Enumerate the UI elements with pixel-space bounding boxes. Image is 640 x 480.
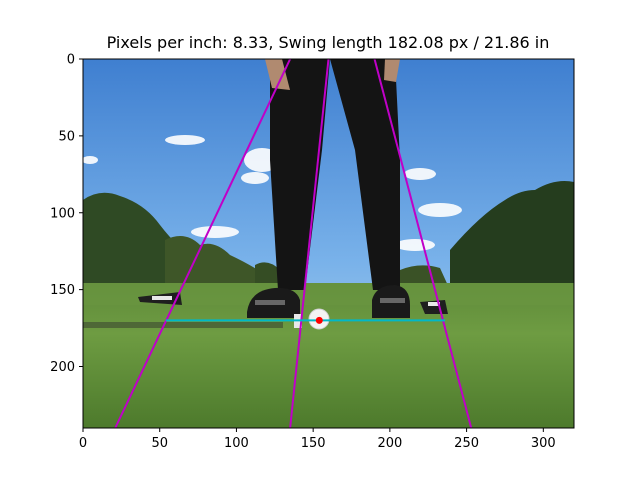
x-tick-label: 250 [454,436,479,451]
x-tick-label: 150 [301,436,326,451]
x-tick-label: 300 [531,436,556,451]
y-tick-label: 200 [50,360,75,375]
x-tick-label: 100 [224,436,249,451]
hands [265,59,290,90]
alignment-markers [83,292,448,328]
y-tick-label: 100 [50,206,75,221]
overlay-line-1 [114,59,292,428]
axes-frame [82,58,575,429]
ball-marker [315,316,323,324]
y-tick-label: 0 [67,53,75,68]
tree-line [83,181,574,290]
y-axis: 0 50 100 150 200 [50,53,83,375]
grass [83,283,574,428]
overlay-line-3 [373,59,473,428]
background-photo [83,59,574,428]
y-tick-label: 50 [58,129,75,144]
x-axis: 0 50 100 150 200 250 300 [79,428,556,451]
x-tick-label: 0 [79,436,87,451]
overlay-line-2 [289,59,330,428]
x-tick-label: 200 [377,436,402,451]
x-tick-label: 50 [151,436,168,451]
golfer-legs [270,59,400,290]
chart-title: Pixels per inch: 8.33, Swing length 182.… [107,33,550,52]
overlay-layer [114,59,473,428]
y-tick-label: 150 [50,283,75,298]
shoes [247,285,410,318]
